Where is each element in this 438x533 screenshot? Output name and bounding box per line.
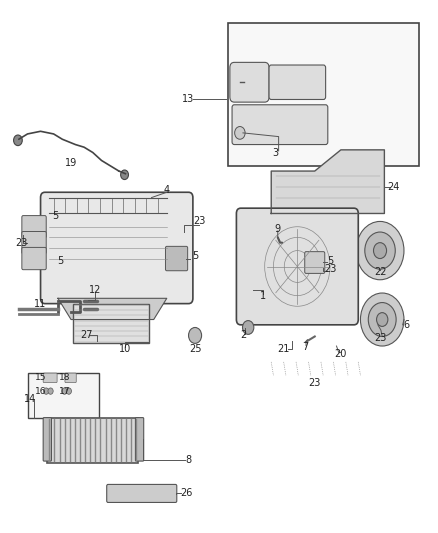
Text: 5: 5 [327,256,333,266]
Text: 27: 27 [80,330,92,341]
Text: 17: 17 [59,386,70,395]
Circle shape [44,388,49,394]
Text: 18: 18 [59,373,70,382]
FancyBboxPatch shape [22,231,46,254]
Text: 1: 1 [259,290,265,301]
FancyBboxPatch shape [135,418,144,461]
Polygon shape [271,150,385,214]
Text: 16: 16 [35,386,46,395]
Text: 8: 8 [185,455,191,465]
Text: 22: 22 [374,267,386,277]
Text: 23: 23 [308,378,321,388]
Text: 23: 23 [15,238,27,248]
Text: 23: 23 [193,216,205,227]
Circle shape [48,388,53,394]
Text: 5: 5 [192,251,198,261]
Text: 4: 4 [164,184,170,195]
FancyBboxPatch shape [73,304,149,343]
Text: 20: 20 [335,349,347,359]
Circle shape [368,303,396,336]
Text: 9: 9 [275,224,281,235]
Text: 14: 14 [24,394,36,404]
Circle shape [365,232,395,269]
FancyBboxPatch shape [22,216,46,238]
Text: 2: 2 [240,330,246,341]
FancyBboxPatch shape [269,65,325,100]
FancyBboxPatch shape [232,105,328,144]
Text: 11: 11 [35,298,47,309]
Text: 15: 15 [35,373,46,382]
Circle shape [377,313,388,326]
Text: 10: 10 [119,344,131,354]
FancyBboxPatch shape [22,247,46,270]
Circle shape [360,293,404,346]
FancyBboxPatch shape [65,373,76,383]
Text: 24: 24 [387,182,399,192]
FancyBboxPatch shape [47,418,138,463]
Text: 7: 7 [302,342,308,352]
FancyBboxPatch shape [166,246,187,271]
Text: 26: 26 [180,488,193,498]
FancyBboxPatch shape [305,252,325,273]
FancyBboxPatch shape [230,62,269,102]
Circle shape [356,221,404,280]
Text: 25: 25 [189,344,201,354]
Text: 23: 23 [374,333,386,343]
Circle shape [62,388,67,394]
Text: 23: 23 [324,264,336,274]
Text: 6: 6 [403,320,409,330]
FancyBboxPatch shape [43,418,51,461]
Circle shape [66,388,71,394]
Text: 19: 19 [65,158,77,168]
Polygon shape [58,298,167,319]
Circle shape [235,126,245,139]
Bar [28,373,99,418]
Circle shape [14,135,22,146]
FancyBboxPatch shape [43,373,57,383]
Text: 13: 13 [182,94,194,104]
FancyBboxPatch shape [107,484,177,503]
Text: 5: 5 [53,211,59,221]
FancyBboxPatch shape [237,208,358,325]
Circle shape [243,320,254,334]
Text: 5: 5 [57,256,63,266]
FancyBboxPatch shape [41,192,193,304]
Text: 21: 21 [277,344,290,354]
Circle shape [120,170,128,180]
FancyBboxPatch shape [228,22,419,166]
Circle shape [188,327,201,343]
Circle shape [374,243,387,259]
Text: 12: 12 [89,285,101,295]
Text: 3: 3 [272,148,279,158]
